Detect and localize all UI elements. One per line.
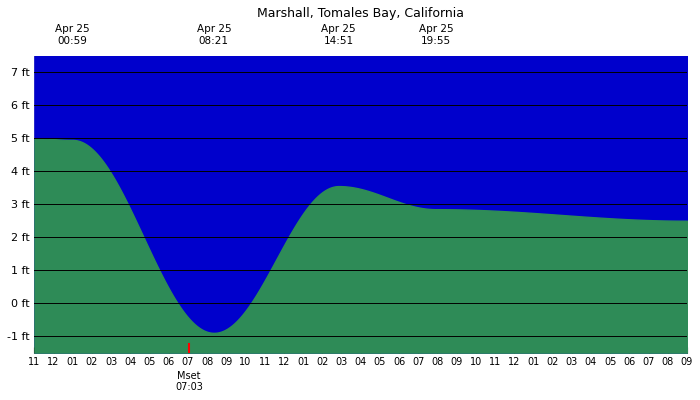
Text: Apr 25
00:59: Apr 25 00:59 [55,24,90,46]
Text: Apr 25
14:51: Apr 25 14:51 [321,24,356,46]
Text: Mset
07:03: Mset 07:03 [175,371,203,392]
Bar [214,56,436,353]
Title: Marshall, Tomales Bay, California: Marshall, Tomales Bay, California [257,7,464,20]
Text: Apr 25
19:55: Apr 25 19:55 [419,24,453,46]
Text: Apr 25
08:21: Apr 25 08:21 [197,24,231,46]
